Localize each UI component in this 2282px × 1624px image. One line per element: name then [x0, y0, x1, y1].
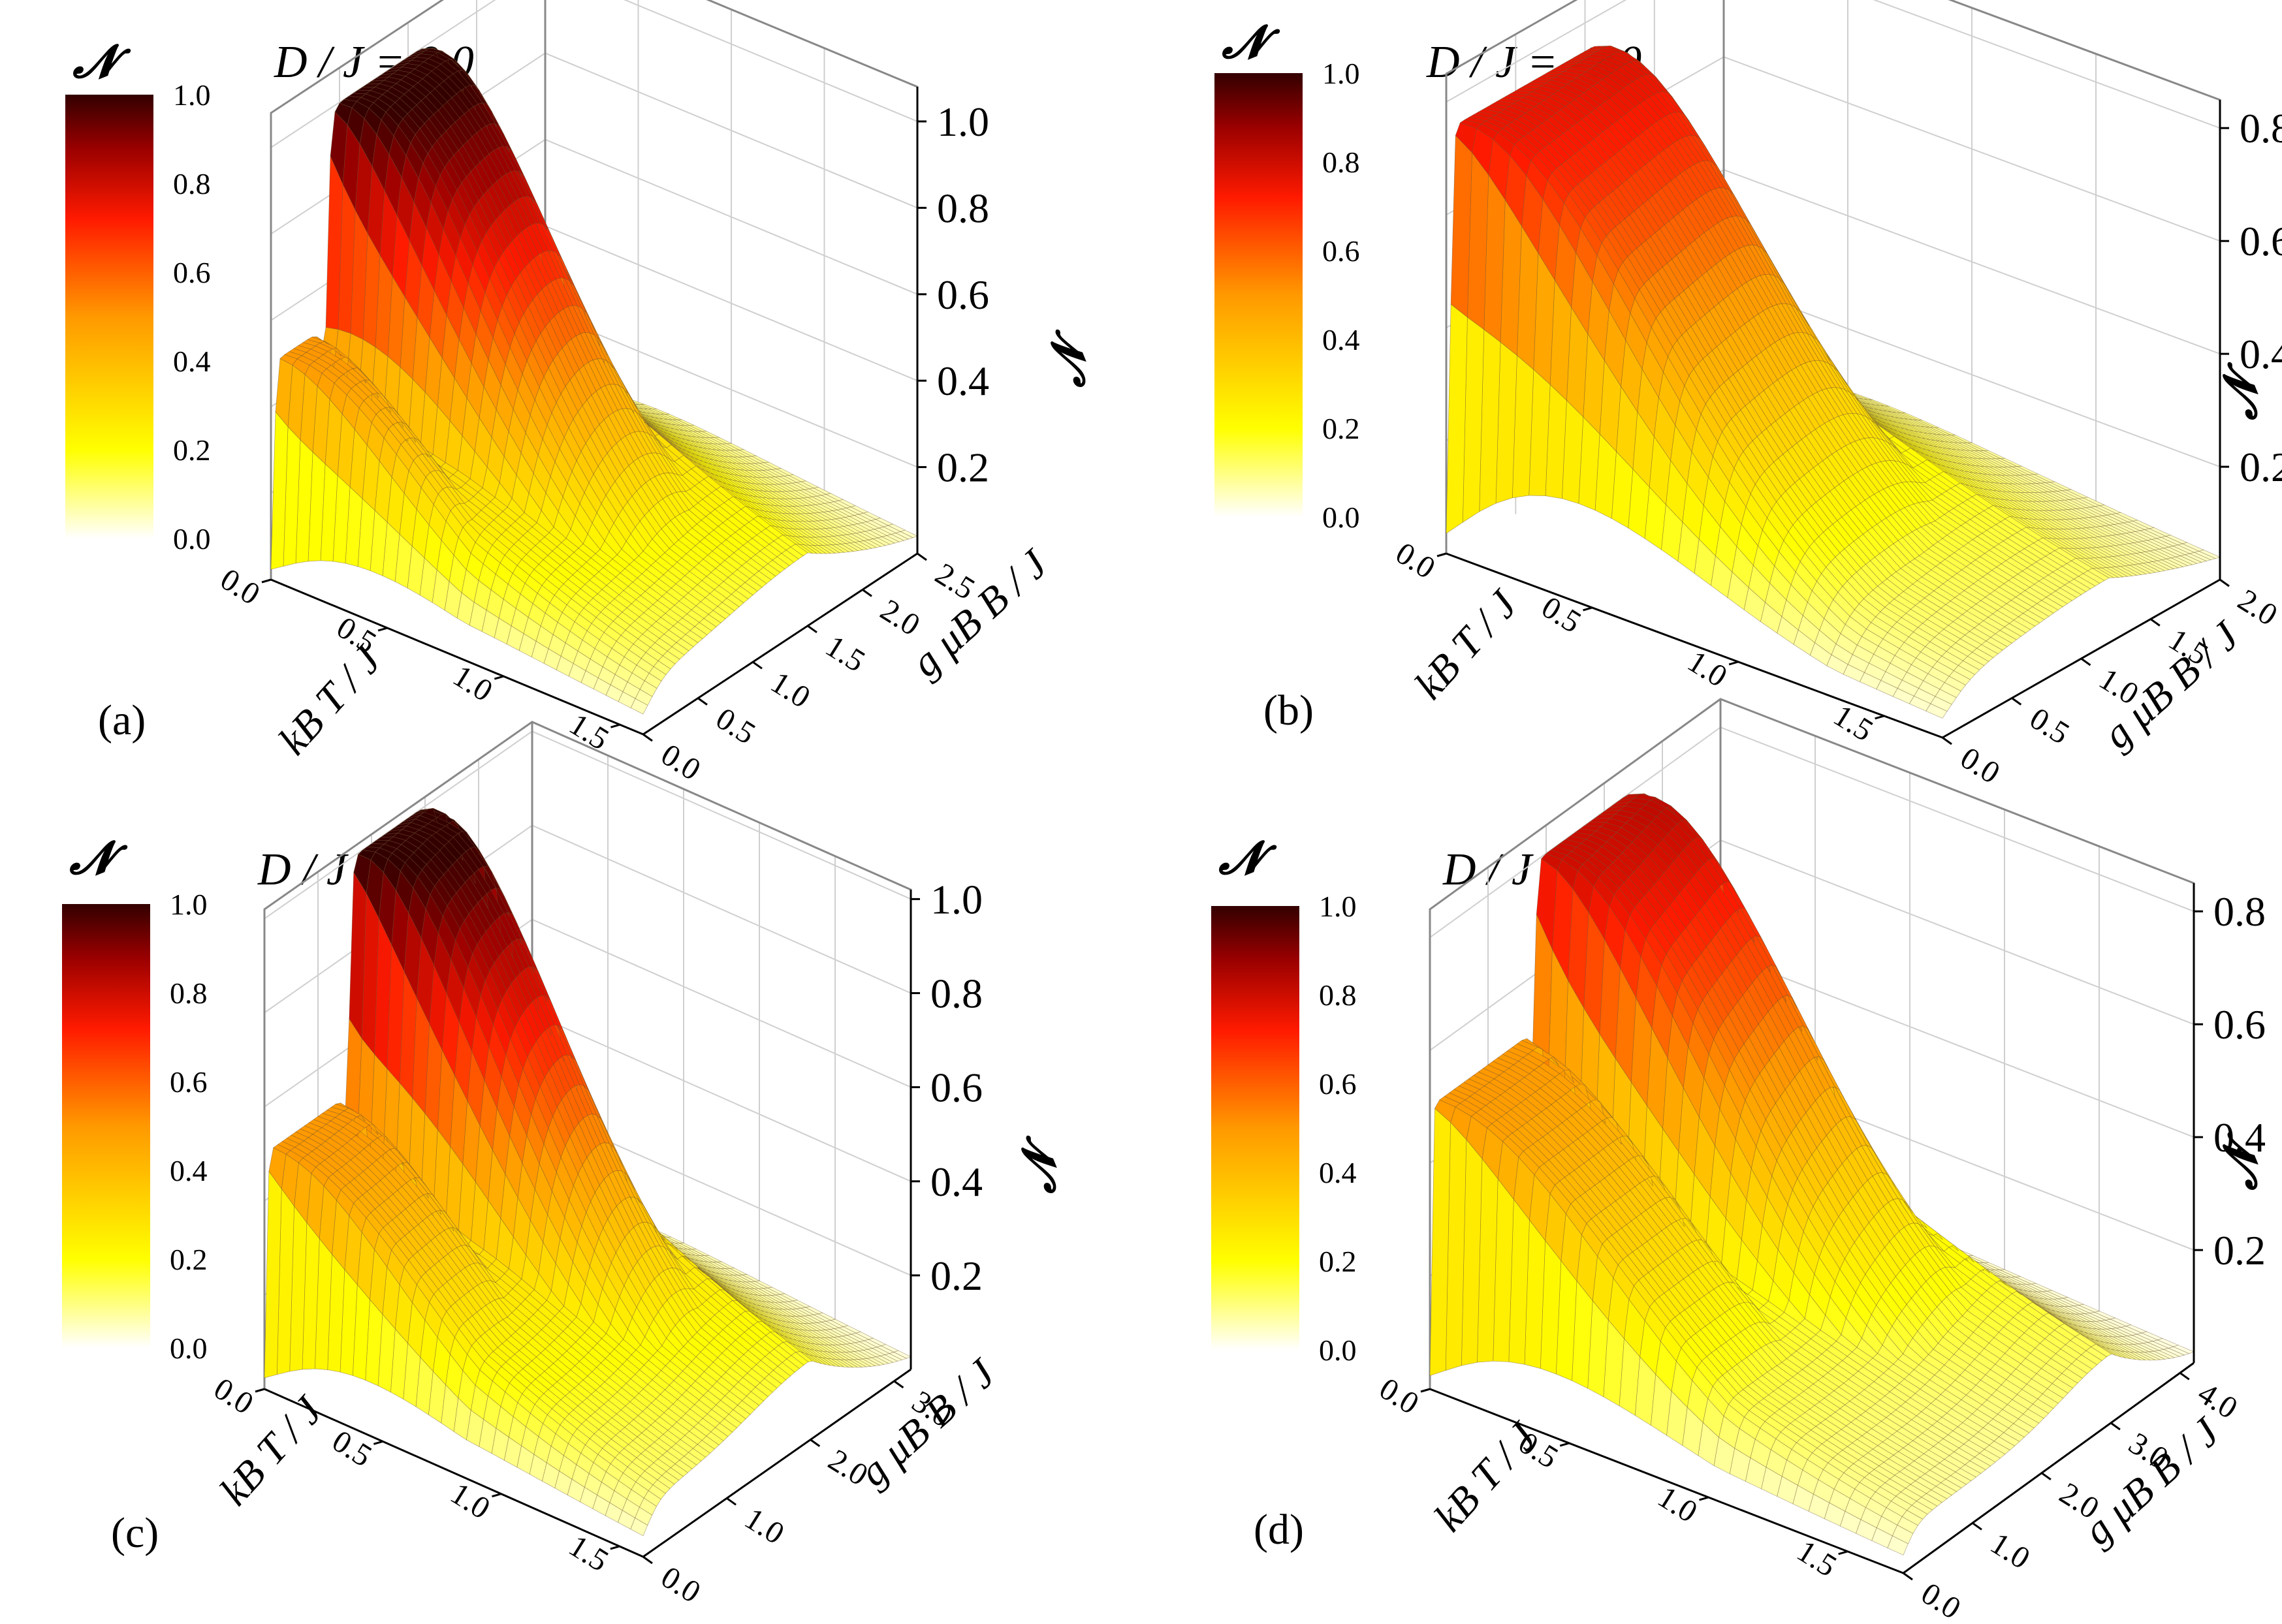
- colorbar-title: 𝓝: [69, 834, 128, 884]
- z-axis-label: 𝓝: [1044, 329, 1094, 388]
- z-tick-label: 1.0: [937, 99, 989, 145]
- colorbar-tick-label: 1.0: [170, 888, 208, 921]
- colorbar-tick-label: 0.8: [170, 976, 208, 1010]
- b-tick-label: 0.5: [710, 701, 761, 751]
- panel-label: (b): [1263, 687, 1314, 734]
- t-tick-label: 1.0: [447, 659, 499, 709]
- colorbar-tick-label: 0.4: [173, 345, 211, 378]
- colorbar-tick-label: 0.0: [170, 1332, 208, 1365]
- colorbar-tick-label: 0.4: [170, 1154, 208, 1187]
- z-tick-label: 0.6: [937, 272, 989, 318]
- z-tick-label: 0.4: [937, 358, 989, 404]
- colorbar: [1214, 73, 1303, 517]
- colorbar-tick-label: 1.0: [173, 78, 211, 112]
- colorbar-tick-label: 0.8: [173, 167, 211, 200]
- b-tick-label: 0.5: [2023, 701, 2075, 751]
- colorbar-tick-label: 0.4: [1322, 323, 1360, 356]
- t-tick-label: 1.5: [1828, 698, 1879, 748]
- colorbar-tick-label: 0.2: [170, 1243, 208, 1276]
- panel-a: 𝓝1.00.80.60.40.20.0D / J = 0.0(a)0.20.40…: [65, 0, 1094, 787]
- colorbar: [65, 95, 153, 539]
- panel-label: (a): [98, 696, 146, 744]
- z-tick-label: 0.8: [2240, 105, 2282, 151]
- t-tick-label: 0.0: [1389, 536, 1441, 586]
- colorbar-tick-label: 0.0: [173, 522, 211, 555]
- t-tick-label: 1.5: [563, 707, 615, 757]
- surface: [270, 47, 918, 715]
- t-tick-label: 0.0: [214, 562, 266, 612]
- t-axis-label: kB T / J: [1406, 580, 1527, 708]
- b-tick-label: 1.0: [765, 665, 816, 715]
- colorbar-tick-label: 0.6: [1322, 234, 1360, 268]
- surface: [264, 807, 911, 1537]
- b-tick-label: 0.0: [1954, 740, 2006, 790]
- z-tick-label: 0.2: [2240, 444, 2282, 490]
- colorbar-tick-label: 0.6: [173, 256, 211, 289]
- panel-b: 𝓝1.00.80.60.40.20.0D / J = -2.0(b)0.20.4…: [1214, 0, 2282, 790]
- z-tick-label: 0.8: [937, 185, 989, 231]
- colorbar-tick-label: 0.0: [1322, 501, 1360, 534]
- panel-c: 𝓝1.00.80.60.40.20.0D / J = 0.5(c)0.20.40…: [62, 721, 1065, 1610]
- colorbar-title: 𝓝: [72, 37, 131, 87]
- b-tick-label: 1.5: [819, 629, 871, 679]
- panel-label: (c): [111, 1509, 159, 1557]
- t-tick-label: 1.0: [1681, 644, 1733, 694]
- colorbar-tick-label: 0.2: [1322, 412, 1360, 445]
- z-tick-label: 0.4: [2240, 331, 2282, 377]
- z-tick-label: 0.2: [937, 445, 989, 491]
- colorbar: [62, 904, 150, 1348]
- t-tick-label: 0.5: [1536, 589, 1587, 640]
- colorbar-title: 𝓝: [1221, 18, 1280, 68]
- z-tick-label: 0.6: [2240, 218, 2282, 264]
- t-axis-label: kB T / J: [270, 636, 391, 763]
- b-tick-label: 2.0: [874, 593, 926, 643]
- colorbar-tick-label: 0.8: [1322, 146, 1360, 179]
- colorbar-tick-label: 0.6: [170, 1065, 208, 1099]
- colorbar-tick-label: 0.2: [173, 433, 211, 467]
- b-tick-label: 2.0: [2232, 582, 2282, 632]
- colorbar-tick-label: 1.0: [1322, 57, 1360, 90]
